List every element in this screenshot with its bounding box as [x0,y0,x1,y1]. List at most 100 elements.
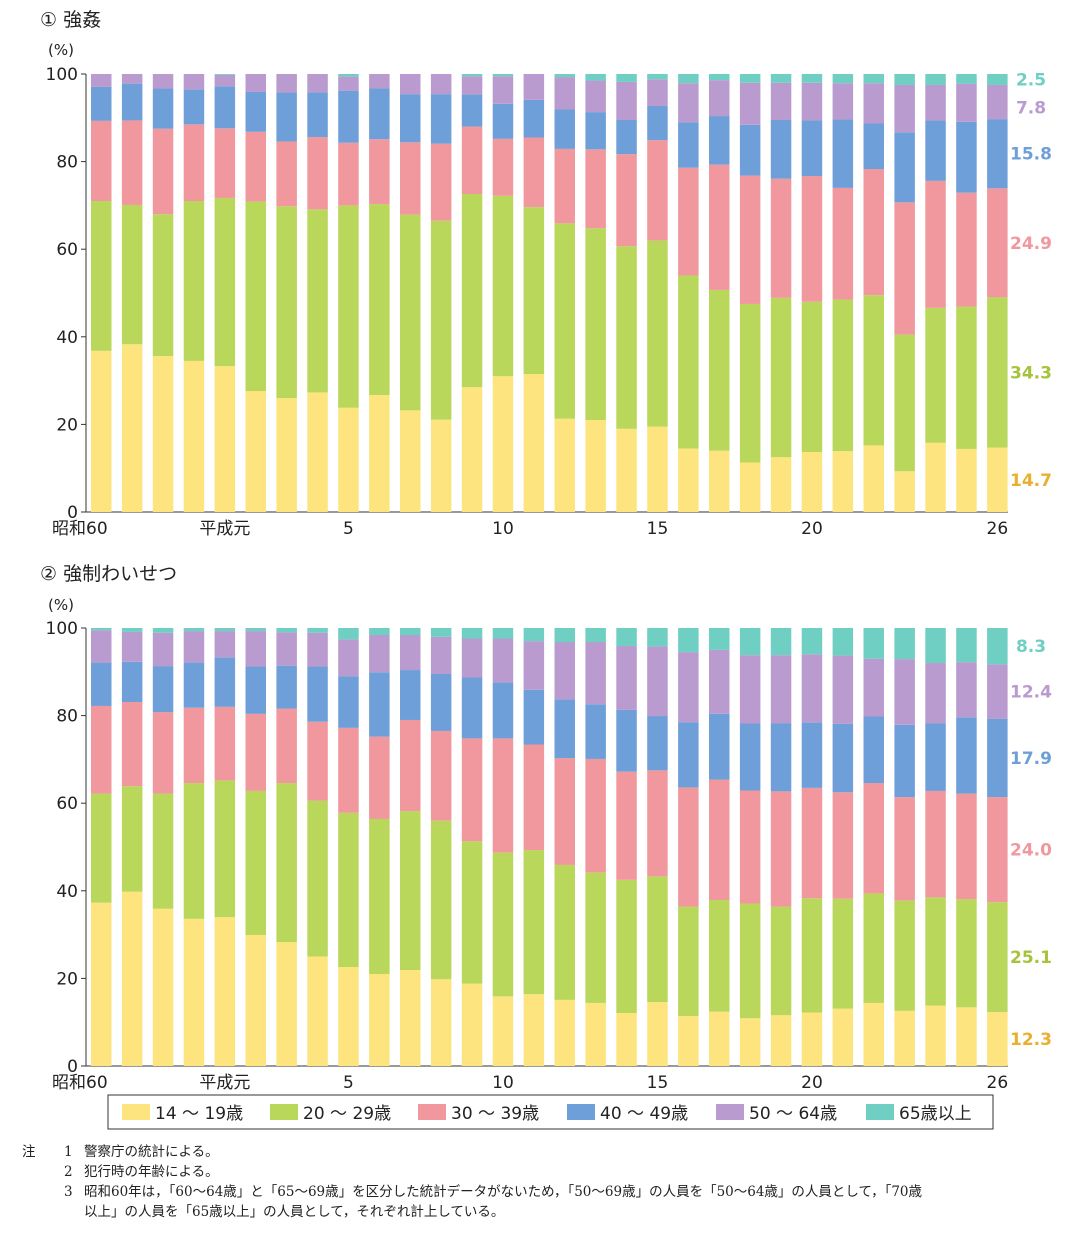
end-value-label: 15.8 [1010,145,1052,165]
note-text: 昭和60年は，「60～64歳」と「65～69歳」を区分した統計データがないため，… [84,1184,923,1200]
bar-stack-2 [245,628,266,1066]
bar-segment [585,1002,606,1066]
bar-segment [245,666,266,714]
bar-segment [956,192,977,307]
bar-segment [678,787,699,907]
bar-segment [987,119,1008,189]
bar-segment [925,897,946,1006]
bar-stack-63 [183,74,205,512]
bar-segment [894,900,915,1011]
bar-segment [307,800,328,957]
bar-stack-4 [307,74,328,512]
bar-stack-12 [554,628,575,1066]
bar-stack-15 [647,628,668,1066]
bar-segment [987,902,1008,1013]
bar-segment [307,632,328,667]
bar-segment [338,639,359,677]
end-value-label: 24.9 [1010,234,1052,254]
bar-segment [91,201,112,351]
bar-segment [214,128,236,198]
bar-segment [492,628,514,639]
bar-segment [832,655,854,724]
bar-segment [214,628,236,632]
bar-stack-6 [369,74,390,512]
legend-swatch [716,1104,744,1120]
bar-segment [956,793,977,900]
legend-label: 65歳以上 [899,1104,972,1124]
bar-segment [338,676,359,728]
bar-segment [863,445,884,512]
bar-segment [987,718,1008,798]
bar-stack-23 [894,628,915,1066]
bar-segment [369,818,390,975]
bar-segment [492,195,514,377]
bar-segment [554,109,575,149]
bar-segment [245,91,266,132]
legend-swatch [418,1104,446,1120]
bar-segment [709,628,730,650]
bar-segment [307,721,328,801]
bar-segment [214,917,236,1066]
bar-stack-8 [430,74,452,512]
bar-segment [121,631,143,662]
bar-segment [832,898,854,1009]
bar-stack-17 [709,628,730,1066]
bar-segment [461,677,483,739]
legend-swatch [270,1104,298,1120]
bar-segment [956,628,977,663]
bar-segment [863,123,884,170]
bar-segment [307,137,328,210]
bar-stack-4 [307,628,328,1066]
bar-segment [616,119,637,155]
bar-segment [801,176,823,302]
bar-segment [400,94,421,143]
bar-segment [770,178,792,298]
bar-segment [863,893,884,1003]
bar-segment [492,852,514,997]
bar-segment [183,628,205,632]
bar-segment [121,891,143,1066]
bar-stack-12 [554,74,575,512]
bar-stack-5 [338,74,359,512]
bar-segment [214,74,236,87]
bar-segment [430,673,452,731]
bar-segment [894,334,915,472]
bar-stack-61 [121,74,143,512]
bar-segment [987,447,1008,512]
bar-segment [894,132,915,203]
bar-segment [152,793,174,909]
bar-segment [121,83,143,121]
bar-stack-21 [832,628,854,1066]
bar-stack-昭和60 [91,74,112,512]
bar-segment [276,398,297,512]
bar-segment [461,983,483,1066]
bar-segment [585,112,606,150]
bar-segment [400,214,421,411]
bar-segment [430,94,452,144]
bar-segment [245,131,266,202]
bar-segment [523,850,545,995]
bar-segment [183,707,205,784]
y-unit-label: (%) [48,596,74,614]
bar-segment [863,658,884,717]
bar-stack-3 [276,74,297,512]
bar-segment [616,428,637,512]
bar-segment [492,74,514,77]
bar-segment [987,1012,1008,1066]
bar-segment [245,201,266,392]
bar-segment [863,716,884,784]
bar-segment [894,628,915,660]
bar-segment [492,738,514,853]
bar-segment [956,121,977,193]
bar-segment [739,175,761,304]
bar-segment [678,167,699,276]
bar-segment [925,120,946,181]
note-number: 2 [64,1164,73,1180]
bar-segment [91,902,112,1066]
end-value-label: 24.0 [1010,841,1052,861]
bar-segment [307,666,328,722]
bar-segment [801,82,823,121]
bar-stack-10 [492,628,514,1066]
bar-segment [925,1005,946,1066]
bar-segment [863,1002,884,1066]
